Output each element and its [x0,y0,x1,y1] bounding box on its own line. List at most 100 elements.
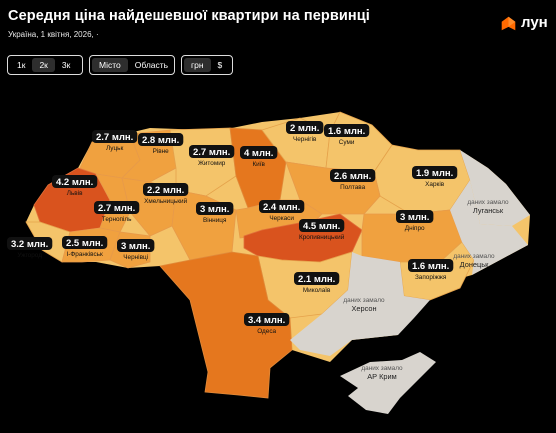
region-price: 2.7 млн. [98,203,135,214]
region-price-pill [94,201,140,214]
occupied-note: даних замало [453,253,495,260]
rooms-option-1k[interactable]: 1к [17,60,26,70]
region-price-pill [196,202,234,215]
region-price: 2.1 млн. [298,274,335,285]
region-city: Чернівці [123,253,148,261]
region-city: Запоріжжя [415,273,447,281]
occupied-donetsk[interactable] [450,180,528,275]
region-city: Дніпро [405,224,425,232]
region-price-pill [62,236,108,249]
region-price-pill [189,145,235,158]
region-city: Миколаїв [303,287,331,294]
region-price: 1.6 млн. [328,126,365,137]
region-price: 2.7 млн. [96,132,133,143]
scope-toggle: Місто Область [89,55,175,75]
region-price: 2.2 млн. [147,185,184,196]
region-city: І-Франківськ [67,250,103,258]
currency-option-uah[interactable]: грн [184,58,211,72]
region-price-pill [330,169,376,182]
occupied-note: даних замало [361,365,403,372]
region-label-cherkasy[interactable]: 2.4 млн. Черкаси [259,200,305,222]
region-label-chernihiv[interactable]: 2 млн.Чернігів [286,121,324,143]
region-price: 2.6 млн. [334,171,371,182]
region-city: Луцьк [106,145,123,152]
scope-option-region[interactable]: Область [134,60,169,70]
region-price: 3 млн. [121,241,150,252]
rooms-option-2k[interactable]: 2к [32,58,55,72]
region-price: 2.4 млн. [263,202,300,213]
region-price-pill [294,272,340,285]
region-label-sumy[interactable]: 1.6 млн. Суми [324,124,370,146]
region-city: Суми [339,139,355,146]
region-label-kyiv[interactable]: 4 млн. Київ [240,146,278,168]
occupied-layer [290,150,530,414]
occupied-city: Луганськ [473,206,504,215]
region-label-kropyvnytskyi[interactable]: 4.5 млн.Кропивницький [299,219,345,241]
lun-logo-word: лун [521,14,548,31]
region-city: Житомир [198,160,226,167]
occupied-city: АР Крим [367,372,397,381]
region-price: 4.5 млн. [303,221,340,232]
region-price: 3.2 млн. [11,239,48,250]
region-label-lviv[interactable]: 4.2 млн.Львів [52,175,98,197]
region-price: 3 млн. [200,204,229,215]
lun-logo[interactable]: лун [500,12,554,34]
region-label-mykolaiv[interactable]: 2.1 млн. Миколаїв [294,272,340,294]
page-subtitle: Україна, 1 квітня, 2026, · [8,30,99,39]
occupied-city: Херсон [351,304,376,313]
region-price-pill [52,175,98,188]
region-label-odesa[interactable]: 3.4 млн. Одеса [244,313,290,335]
region-city: Рівне [153,147,170,155]
filter-controls: 1к 2к 3к Місто Область грн $ [0,55,556,77]
region-price: 2.7 млн. [193,147,230,158]
region-label-ternopil[interactable]: 2.7 млн.Тернопіль [94,201,140,223]
region-city: Харків [425,180,445,188]
page-title: Середня ціна найдешевшої квартири на пер… [8,8,370,24]
currency-option-usd[interactable]: $ [217,60,223,70]
region-price-pill [117,239,155,252]
region-price-pill [7,237,53,250]
region-label-lutsk[interactable]: 2.7 млн. Луцьк [92,130,138,152]
region-odesa[interactable] [159,251,293,399]
region-city: Ужгород [17,252,42,259]
region-label-zhytomyr[interactable]: 2.7 млн. Житомир [189,145,235,167]
region-price-pill [299,219,345,232]
region-price-pill [259,200,305,213]
region-price-pill [324,124,370,137]
currency-toggle: грн $ [181,55,233,75]
scope-option-city[interactable]: Місто [92,58,128,72]
region-city: Тернопіль [102,215,132,223]
region-price: 2.8 млн. [142,135,179,146]
region-label-chernivtsi[interactable]: 3 млн.Чернівці [117,239,155,261]
header: Середня ціна найдешевшої квартири на пер… [0,0,556,52]
region-label-rivne[interactable]: 2.8 млн.Рівне [138,133,184,155]
occupied-crimea[interactable] [340,352,436,414]
region-price: 2.5 млн. [66,238,103,249]
region-price-pill [244,313,290,326]
occupied-city: Донецьк [460,260,489,269]
occupied-luhansk[interactable] [460,150,530,226]
region-label-zaporizhzhia[interactable]: 1.6 млн.Запоріжжя [408,259,454,281]
region-label-vinnytsia[interactable]: 3 млн.Вінниця [196,202,234,224]
region-price-pill [408,259,454,272]
region-label-uzhhorod[interactable]: 3.2 млн. Ужгород [7,237,53,259]
region-label-ivano-frankivsk[interactable]: 2.5 млн.І-Франківськ [62,236,108,258]
region-label-kharkiv[interactable]: 1.9 млн.Харків [412,166,458,188]
rooms-option-3k[interactable]: 3к [61,60,71,70]
region-label-poltava[interactable]: 2.6 млн. Полтава [330,169,376,191]
region-city: Хмельницький [144,197,188,205]
region-city: Вінниця [203,216,227,224]
rooms-toggle: 1к 2к 3к [7,55,83,75]
region-price: 1.6 млн. [412,261,449,272]
region-label-dnipro[interactable]: 3 млн.Дніпро [396,210,434,232]
region-city: Львів [67,189,83,197]
region-label-khmelnytskyi[interactable]: 2.2 млн.Хмельницький [143,183,189,205]
region-price: 4.2 млн. [56,177,93,188]
occupied-kherson[interactable] [290,252,430,356]
region-price-pill [412,166,458,179]
